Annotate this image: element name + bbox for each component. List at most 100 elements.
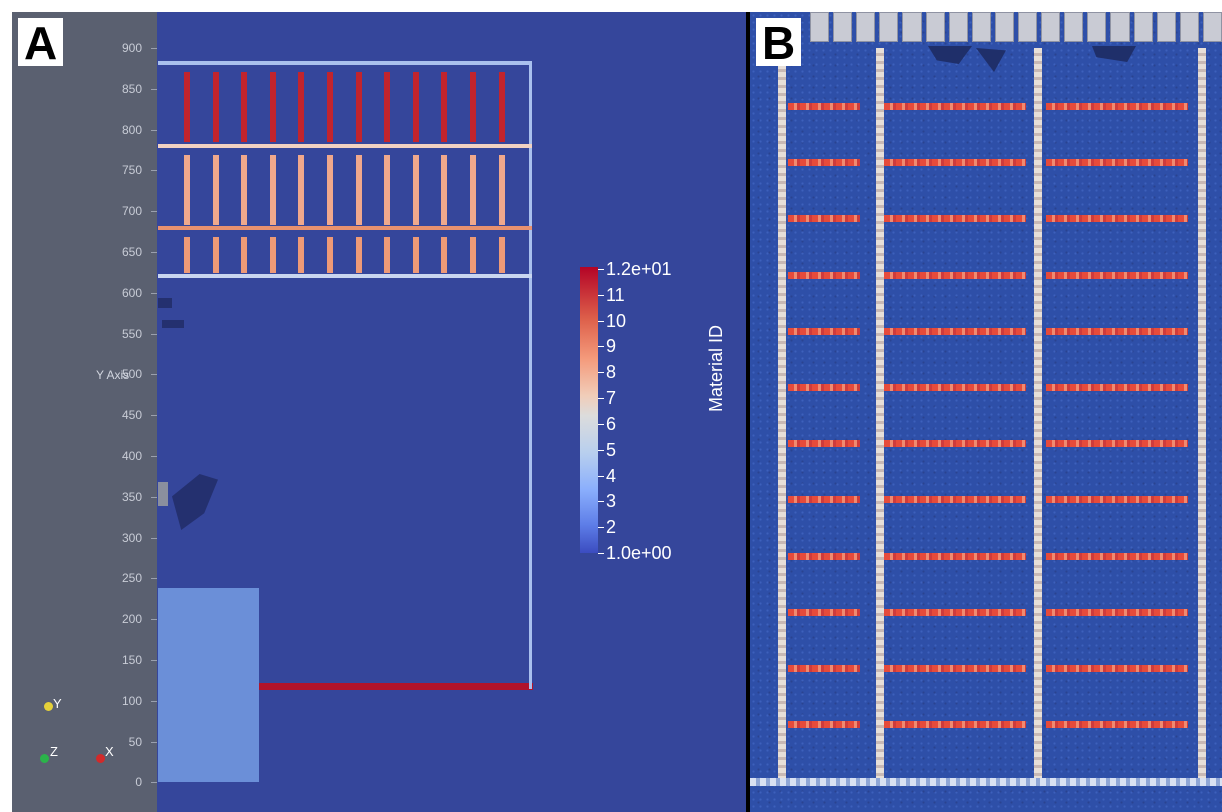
colorbar-label: 2 — [606, 517, 617, 538]
header-cell — [1017, 12, 1038, 42]
horizontal-row-segment — [788, 384, 860, 391]
horizontal-row-segment — [788, 103, 860, 110]
y-tick-mark — [151, 578, 157, 580]
column-post — [412, 155, 419, 225]
horizontal-row-segment — [788, 159, 860, 167]
y-tick-label: 400 — [121, 449, 142, 463]
colorbar-label: 7 — [606, 388, 617, 409]
column-post — [355, 155, 362, 225]
colorbar-tick — [598, 553, 604, 554]
colorbar-tick — [598, 475, 604, 477]
horizontal-row-segment — [788, 440, 860, 448]
colorbar-label: 8 — [606, 362, 617, 383]
y-tick-mark — [151, 374, 157, 376]
column-post — [470, 72, 476, 142]
header-cell — [1110, 12, 1130, 42]
panel-letter-b: B — [756, 18, 802, 66]
horizontal-beam — [158, 226, 532, 230]
horizontal-row-segment — [884, 608, 1026, 616]
column-post — [355, 72, 362, 142]
column-post — [184, 237, 190, 273]
colorbar-tick — [598, 294, 604, 296]
vertical-column — [1034, 48, 1042, 778]
column-post — [269, 72, 276, 142]
y-tick-label: 100 — [121, 693, 142, 708]
x-axis-marker — [96, 754, 105, 763]
horizontal-row-segment — [1046, 271, 1188, 279]
y-tick-label: 450 — [121, 408, 142, 423]
y-tick-mark — [151, 700, 157, 702]
debris-shape — [158, 298, 172, 308]
header-cell — [948, 12, 968, 42]
column-post — [327, 155, 333, 225]
y-tick-label: 650 — [121, 245, 142, 259]
column-post — [498, 72, 505, 142]
header-cell — [1133, 12, 1153, 42]
y-tick-mark — [151, 741, 157, 743]
vertical-column — [778, 48, 786, 778]
orientation-y-label: Y — [53, 696, 62, 711]
soil-block — [158, 588, 259, 782]
y-axis-marker — [44, 702, 53, 711]
column-post — [470, 155, 476, 225]
colorbar-tick — [598, 398, 604, 400]
vertical-column — [876, 48, 884, 778]
horizontal-row-segment — [1046, 159, 1188, 167]
colorbar-tick — [598, 372, 604, 374]
y-tick-mark — [151, 415, 157, 417]
header-cell — [925, 12, 945, 42]
colorbar-label: 5 — [606, 439, 617, 460]
rubble-shape — [928, 46, 972, 64]
colorbar-label: 9 — [606, 336, 617, 357]
horizontal-row-segment — [884, 552, 1026, 560]
y-tick-mark — [151, 252, 157, 253]
y-tick-label: 150 — [121, 653, 142, 667]
horizontal-row-segment — [788, 552, 860, 560]
column-post — [470, 237, 476, 273]
horizontal-row-segment — [884, 496, 1026, 504]
column-post — [355, 237, 362, 273]
column-post — [241, 237, 248, 273]
horizontal-row-segment — [1046, 384, 1188, 391]
horizontal-row-segment — [884, 215, 1026, 223]
header-cell — [902, 12, 922, 42]
y-tick-mark — [151, 292, 157, 294]
column-post — [441, 72, 448, 142]
horizontal-row-segment — [1046, 440, 1188, 448]
colorbar-label: 11 — [606, 284, 625, 305]
colorbar — [580, 267, 598, 553]
colorbar-title: Material ID — [706, 324, 726, 412]
horizontal-row-segment — [788, 271, 860, 279]
header-cell — [1202, 12, 1222, 42]
vertical-column — [1198, 48, 1206, 778]
header-cell — [1156, 12, 1176, 42]
header-cell — [833, 12, 853, 42]
column-post — [212, 237, 219, 273]
top-header-cells — [810, 12, 1222, 42]
orientation-x-label: X — [105, 744, 114, 759]
y-tick-mark — [151, 782, 157, 784]
horizontal-row-segment — [884, 103, 1026, 110]
colorbar-label: 6 — [606, 413, 617, 434]
y-tick-label: 200 — [121, 612, 142, 627]
column-post — [212, 155, 219, 225]
colorbar-tick — [598, 527, 604, 529]
y-tick-label: 500 — [121, 367, 142, 382]
debris-shape — [162, 320, 184, 328]
horizontal-row-segment — [788, 496, 860, 504]
y-tick-label: 250 — [121, 571, 142, 586]
horizontal-row-segment — [1046, 608, 1188, 616]
horizontal-row-segment — [1046, 103, 1188, 110]
column-post — [241, 72, 248, 142]
horizontal-row-segment — [884, 271, 1026, 279]
horizontal-row-segment — [884, 665, 1026, 672]
base-rod — [259, 683, 533, 690]
column-post — [384, 155, 391, 225]
debris-shape — [158, 482, 168, 506]
colorbar-tick — [598, 423, 604, 425]
y-tick-mark — [151, 496, 157, 498]
horizontal-beam — [158, 61, 532, 65]
y-tick-mark — [151, 456, 157, 457]
column-post — [327, 237, 333, 273]
colorbar-tick — [598, 320, 604, 322]
